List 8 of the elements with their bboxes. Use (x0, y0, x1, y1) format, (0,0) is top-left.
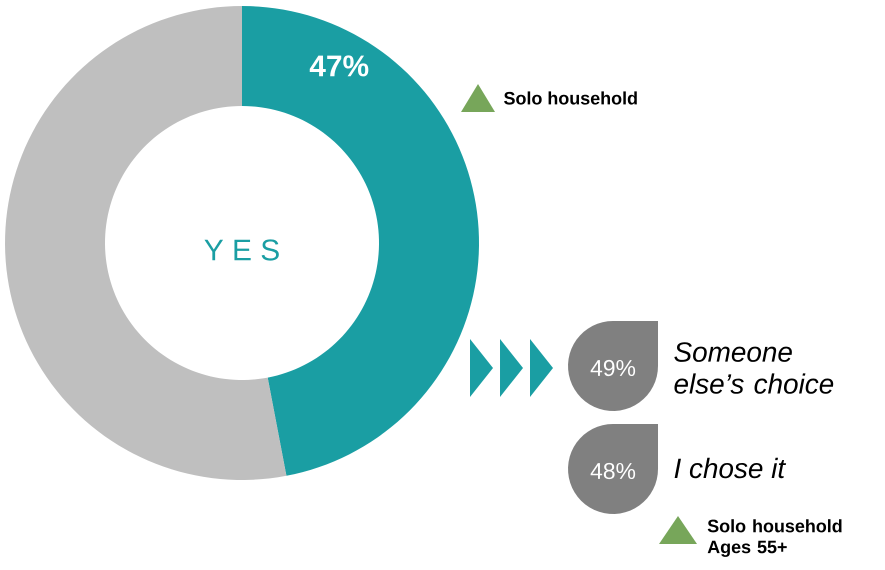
text: 49% (590, 360, 636, 376)
text: 48% (590, 462, 636, 480)
text: I chose it (674, 458, 786, 478)
text: Y E S (204, 239, 279, 261)
data-label: 47% (310, 55, 368, 76)
text: Solo household Ages 55+ (708, 519, 842, 557)
text: Someone else’s choice (674, 342, 834, 394)
text: Solo household (504, 91, 637, 105)
